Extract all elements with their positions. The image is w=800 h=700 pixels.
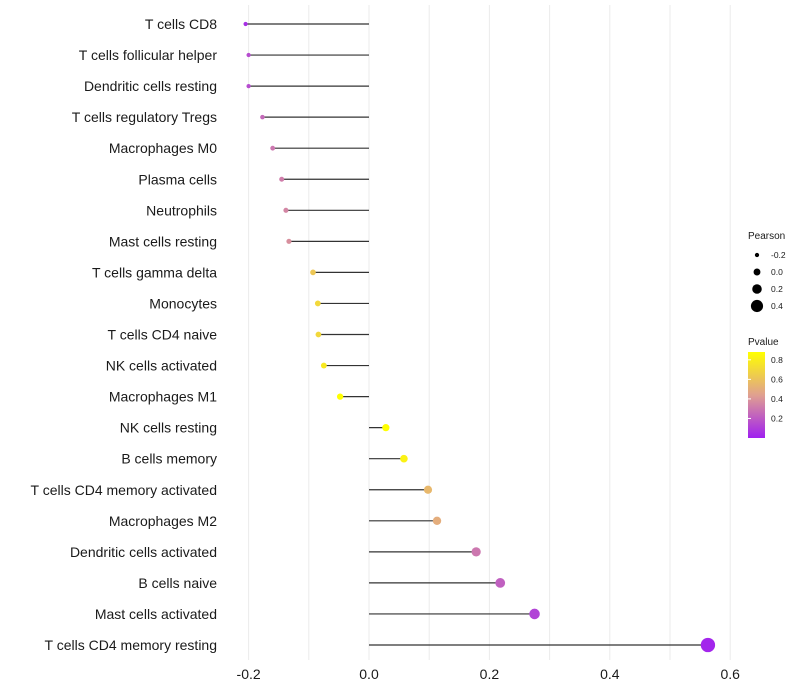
category-label: T cells CD4 memory resting xyxy=(45,637,217,653)
pvalue-color-legend: Pvalue 0.8 0.6 0.4 0.2 xyxy=(748,337,783,438)
lollipop-point xyxy=(243,21,248,27)
category-label: Macrophages M2 xyxy=(109,513,217,529)
category-label: Macrophages M1 xyxy=(109,389,217,405)
pearson-legend-title: Pearson xyxy=(748,231,785,242)
category-label: T cells CD8 xyxy=(145,16,217,32)
lollipop-point xyxy=(700,637,716,653)
category-label: Macrophages M0 xyxy=(109,140,217,156)
category-labels: T cells CD8 T cells follicular helper Dend… xyxy=(31,16,218,653)
lollipop-point xyxy=(246,83,251,89)
x-tick-label: 0.6 xyxy=(720,666,740,682)
lollipop-point xyxy=(286,238,292,244)
pearson-size-legend: Pearson -0.2 0.0 0.2 0.4 xyxy=(748,231,786,313)
category-label: B cells memory xyxy=(121,451,217,467)
pearson-legend-label: 0.0 xyxy=(771,267,783,277)
category-label: Dendritic cells activated xyxy=(70,544,217,560)
pvalue-legend-label: 0.2 xyxy=(771,413,783,423)
category-label: Neutrophils xyxy=(146,202,217,218)
category-label: T cells follicular helper xyxy=(79,47,218,63)
lollipop-point xyxy=(270,145,276,151)
pvalue-colorbar xyxy=(748,352,765,438)
lollipop-point xyxy=(432,516,442,525)
lollipop-point xyxy=(320,362,327,369)
lollipop-point xyxy=(495,578,506,588)
pearson-legend-dot xyxy=(753,268,761,276)
pearson-legend-label: 0.2 xyxy=(771,284,783,294)
pvalue-legend-label: 0.8 xyxy=(771,355,783,365)
grid-lines xyxy=(248,5,731,660)
x-axis-ticks: -0.2 0.0 0.2 0.4 0.6 xyxy=(237,666,741,682)
lollipop-point xyxy=(315,331,322,338)
category-label: NK cells resting xyxy=(120,420,217,436)
lollipop-point xyxy=(314,300,321,307)
category-label: Plasma cells xyxy=(138,171,217,187)
pvalue-legend-label: 0.6 xyxy=(771,374,783,384)
x-tick-label: 0.2 xyxy=(480,666,500,682)
category-label: T cells CD4 memory activated xyxy=(31,482,217,498)
lollipop-point xyxy=(336,393,344,400)
category-label: NK cells activated xyxy=(106,358,217,374)
category-label: B cells naive xyxy=(138,575,217,591)
pearson-legend-dot xyxy=(750,299,764,313)
category-label: Monocytes xyxy=(149,295,217,311)
lollipop-point xyxy=(310,269,316,276)
x-tick-label: -0.2 xyxy=(237,666,261,682)
x-tick-label: 0.0 xyxy=(359,666,379,682)
pvalue-legend-title: Pvalue xyxy=(748,337,779,348)
pearson-legend-dot xyxy=(752,284,762,294)
lollipop-point xyxy=(246,52,251,58)
lollipop-point xyxy=(529,608,540,620)
lollipop-point xyxy=(382,424,390,432)
x-tick-label: 0.4 xyxy=(600,666,620,682)
category-label: Mast cells resting xyxy=(109,233,217,249)
lollipop-point xyxy=(283,207,289,213)
category-label: Mast cells activated xyxy=(95,606,217,622)
pearson-legend-label: 0.4 xyxy=(771,301,783,311)
pearson-legend-dot xyxy=(754,252,760,258)
lollipop-point xyxy=(260,114,265,120)
category-label: T cells regulatory Tregs xyxy=(72,109,217,125)
lollipop-points xyxy=(243,21,716,653)
lollipop-point xyxy=(400,454,408,463)
category-label: T cells CD4 naive xyxy=(108,327,218,343)
category-label: T cells gamma delta xyxy=(92,264,217,280)
lollipop-point xyxy=(423,485,433,494)
lollipop-point xyxy=(471,547,481,557)
pvalue-legend-label: 0.4 xyxy=(771,394,783,404)
pearson-legend-label: -0.2 xyxy=(771,250,786,260)
lollipop-point xyxy=(279,176,285,182)
category-label: Dendritic cells resting xyxy=(84,78,217,94)
